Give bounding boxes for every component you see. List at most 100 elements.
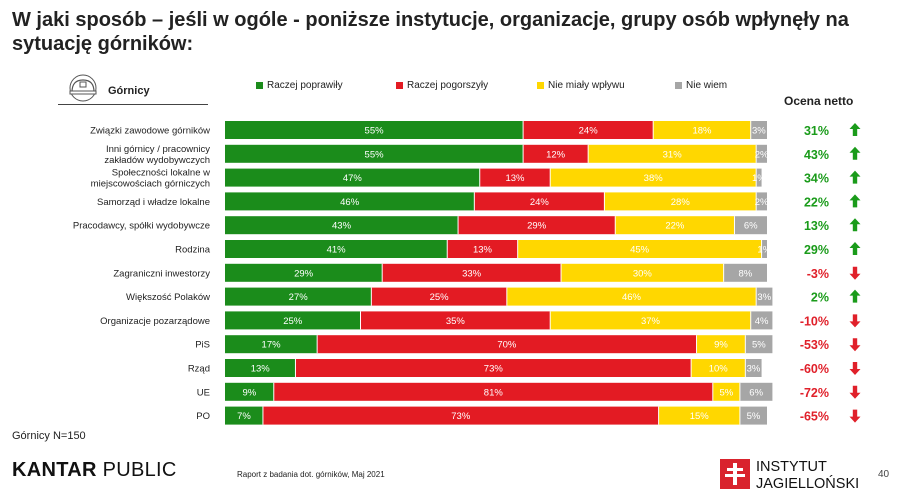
- legend-swatch-no-effect: [537, 82, 544, 89]
- data-label: 9%: [714, 340, 728, 351]
- data-label: 46%: [622, 292, 642, 303]
- bar-segment: [523, 144, 589, 163]
- bar-segment: [604, 192, 757, 211]
- data-label: 43%: [332, 221, 352, 232]
- bar-segment: [750, 311, 773, 330]
- bar-segment: [225, 216, 459, 235]
- bar-segment: [756, 144, 767, 163]
- bar-segment: [225, 168, 480, 187]
- bar-segment: [588, 144, 757, 163]
- data-label: 46%: [340, 197, 360, 208]
- arrow-up-icon: [849, 146, 861, 160]
- bar-segment: [506, 287, 757, 306]
- data-label: 3%: [757, 292, 771, 303]
- bar-segment: [712, 382, 740, 401]
- net-score-value: 13%: [804, 219, 829, 233]
- data-label: 29%: [527, 221, 547, 232]
- bar-segment: [691, 359, 746, 377]
- arrow-down-icon: [849, 338, 861, 352]
- data-label: 13%: [251, 364, 271, 375]
- data-label: 4%: [755, 316, 769, 327]
- net-score-value: 34%: [804, 172, 829, 186]
- sample-note: Górnicy N=150: [12, 430, 86, 442]
- category-label: Rząd: [188, 364, 210, 375]
- bar-segment: [225, 287, 372, 306]
- bar-segment: [225, 335, 318, 354]
- data-label: 55%: [365, 126, 385, 137]
- data-label: 31%: [663, 149, 683, 160]
- bar-segment: [360, 311, 551, 330]
- arrow-up-icon: [849, 170, 861, 184]
- bar-segment: [479, 168, 551, 187]
- legend-swatch-worsened: [396, 82, 403, 89]
- data-label: 2%: [755, 197, 769, 208]
- stacked-bar-chart: Związki zawodowe górników 55% 24% 18% 3% 31% I…: [73, 121, 861, 425]
- arrow-up-icon: [849, 289, 861, 303]
- data-label: 3%: [747, 364, 761, 375]
- brand-light: PUBLIC: [96, 459, 177, 481]
- data-label: 37%: [641, 316, 661, 327]
- category-label: Zagraniczni inwestorzy: [113, 268, 210, 279]
- bar-segment: [756, 168, 762, 187]
- arrow-down-icon: [849, 385, 861, 399]
- data-label: 7%: [237, 411, 251, 422]
- bar-segment: [371, 287, 507, 306]
- category-label: Społeczności lokalne w miejscowościach gó…: [91, 168, 210, 190]
- category-label: Większość Polaków: [126, 292, 210, 303]
- net-score-value: -10%: [800, 314, 829, 328]
- data-label: 41%: [327, 245, 347, 256]
- net-score-value: -53%: [800, 338, 829, 352]
- arrow-up-icon: [849, 123, 861, 136]
- category-label: Samorząd i władze lokalne: [97, 197, 210, 208]
- data-label: 10%: [709, 364, 729, 375]
- bar-segment: [756, 192, 767, 211]
- arrow-down-icon: [849, 409, 861, 423]
- data-label: 70%: [497, 340, 517, 351]
- data-label: 24%: [579, 126, 599, 137]
- page-number: 40: [878, 469, 890, 480]
- bar-segment: [474, 192, 605, 211]
- miner-helmet-icon: [69, 74, 97, 102]
- bar-segment: [447, 240, 518, 258]
- legend-swatch-improved: [256, 82, 263, 89]
- category-label: PO: [196, 411, 210, 422]
- bar-segment: [225, 263, 383, 282]
- legend-label-dont-know: Nie wiem: [686, 80, 728, 91]
- legend-label-worsened: Raczej pogorszyły: [407, 80, 489, 91]
- institute-line1: INSTYTUT: [756, 459, 827, 475]
- data-label: 1%: [757, 245, 771, 256]
- category-label: PiS: [195, 340, 210, 351]
- data-label: 1%: [752, 173, 766, 184]
- bar-segment: [225, 311, 361, 330]
- data-label: 45%: [630, 245, 650, 256]
- legend-swatch-dont-know: [675, 82, 682, 89]
- data-label: 6%: [744, 221, 758, 232]
- net-score-value: 43%: [804, 148, 829, 162]
- legend-item-no-effect: Nie miały wpływu: [537, 80, 625, 91]
- bar-segment: [658, 406, 740, 425]
- kantar-public-logo: KANTAR PUBLIC: [12, 459, 177, 482]
- bar-segment: [745, 335, 773, 354]
- data-label: 5%: [719, 387, 733, 398]
- arrow-down-icon: [849, 266, 861, 280]
- data-label: 5%: [747, 411, 761, 422]
- bar-segment: [262, 406, 659, 425]
- data-label: 22%: [665, 221, 685, 232]
- bar-segment: [696, 335, 746, 354]
- bar-segment: [550, 168, 757, 187]
- arrow-up-icon: [849, 194, 861, 208]
- bar-segment: [523, 121, 654, 139]
- arrow-up-icon: [849, 242, 861, 255]
- bar-segment: [561, 263, 724, 282]
- bar-segment: [458, 216, 616, 235]
- bar-segment: [317, 335, 697, 354]
- bar-segment: [761, 240, 767, 258]
- net-score-title: Ocena netto: [784, 94, 854, 108]
- legend-item-dont-know: Nie wiem: [675, 80, 727, 91]
- data-label: 9%: [243, 387, 257, 398]
- net-score-value: 31%: [804, 124, 829, 138]
- bar-segment: [382, 263, 562, 282]
- group-header: Górnicy: [58, 72, 208, 105]
- net-score-value: 22%: [804, 195, 829, 209]
- data-label: 30%: [633, 268, 653, 279]
